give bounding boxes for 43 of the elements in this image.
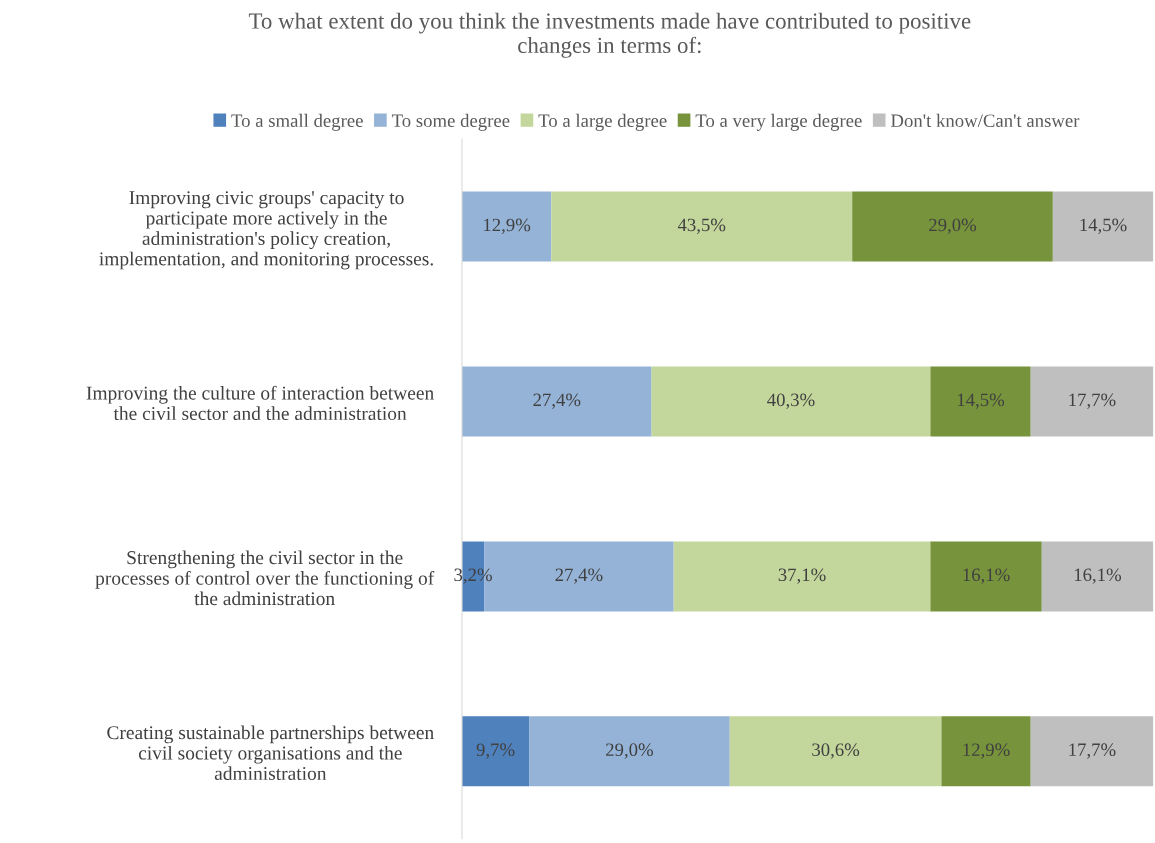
data-label: 12,9%	[484, 218, 531, 234]
y-tick-label: Improving civic groups' capacity to participate more actively in the administration's policy creation, implementation, and monitoring processes.	[99, 191, 433, 270]
data-label: 16,1%	[963, 568, 1010, 584]
data-label: 37,1%	[778, 568, 826, 584]
data-label: 27,4%	[555, 568, 603, 584]
y-tick-label: Creating sustainable partnerships between civil society organisations and the administration	[107, 725, 434, 780]
legend-label: To a very large degree	[695, 113, 862, 131]
bar	[673, 541, 931, 612]
data-label: 40,3%	[767, 393, 815, 409]
data-label: 29,0%	[929, 218, 977, 234]
bar	[529, 716, 730, 787]
data-label: 29,0%	[606, 743, 653, 759]
data-label: 12,9%	[963, 743, 1010, 759]
legend-label: To a small degree	[231, 113, 363, 131]
data-label: 17,7%	[1069, 743, 1116, 759]
bar	[462, 366, 652, 437]
data-label: 14,5%	[1080, 218, 1127, 234]
data-label: 16,1%	[1074, 568, 1122, 584]
data-label: 17,7%	[1069, 393, 1116, 409]
bar	[852, 191, 1053, 262]
data-label: 27,4%	[533, 393, 581, 409]
bar	[1052, 191, 1154, 262]
legend-label: To some degree	[391, 113, 510, 131]
bar	[462, 191, 552, 262]
data-label: 43,5%	[677, 218, 726, 234]
legend-label: Don't know/Can't answer	[890, 113, 1080, 128]
bar	[930, 366, 1031, 437]
bar	[729, 716, 942, 787]
bar	[651, 366, 931, 437]
y-tick-label: Strengthening the civil sector in the processes of control over the functioning of the administration	[95, 550, 435, 606]
data-label: 9,7%	[476, 743, 515, 759]
bar	[930, 541, 1042, 612]
bar	[1041, 541, 1154, 612]
chart-title: To what extent do you think the investments made have contributed to positive changes in terms of:	[248, 12, 971, 58]
bar	[941, 716, 1031, 787]
legend-label: To a large degree	[538, 113, 667, 131]
data-label: 30,6%	[812, 743, 860, 759]
bar	[1030, 366, 1154, 437]
bar	[1030, 716, 1154, 787]
bar	[551, 191, 853, 262]
data-label: 14,5%	[957, 393, 1005, 409]
y-tick-label: Improving the culture of interaction between the civil sector and the administration	[86, 385, 434, 421]
bar	[462, 716, 530, 787]
